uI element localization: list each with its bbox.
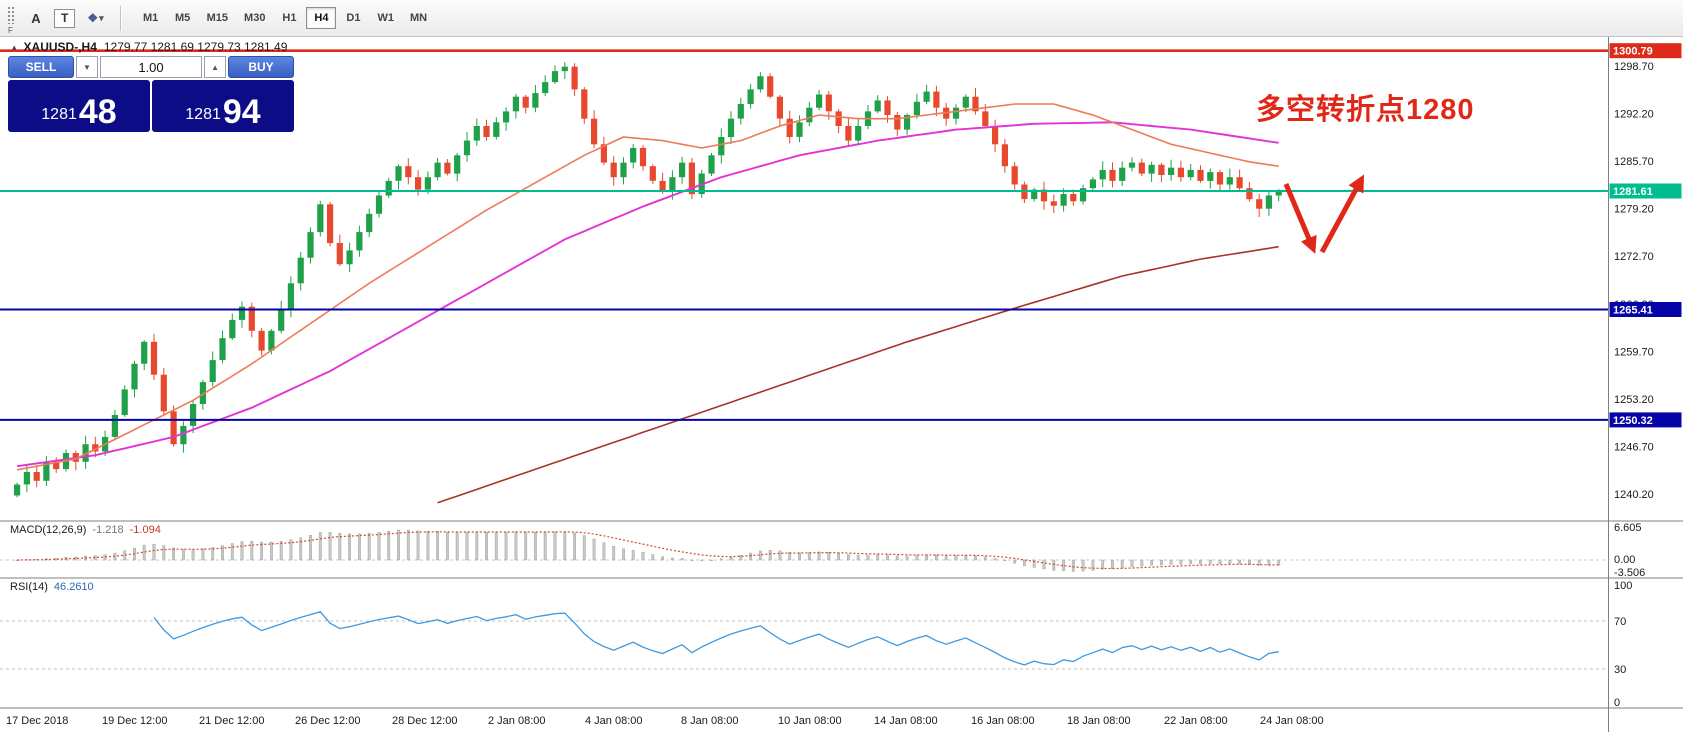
svg-text:1265.41: 1265.41 — [1613, 305, 1653, 317]
svg-text:1285.70: 1285.70 — [1614, 156, 1654, 168]
rsi-name: RSI(14) — [10, 581, 48, 593]
svg-text:24 Jan 08:00: 24 Jan 08:00 — [1260, 715, 1324, 727]
lot-size-input[interactable] — [99, 56, 203, 78]
svg-text:28 Dec 12:00: 28 Dec 12:00 — [392, 715, 457, 727]
svg-text:0: 0 — [1614, 697, 1620, 709]
price-scale: 1298.701292.201285.701279.201272.701266.… — [1614, 61, 1654, 501]
horizontal-price-lines[interactable] — [0, 49, 1608, 421]
trade-panel-quotes: 1281 48 1281 94 — [8, 80, 294, 132]
grip-dots-icon — [6, 6, 16, 24]
svg-text:1253.20: 1253.20 — [1614, 394, 1654, 406]
timeframe-button-m5[interactable]: M5 — [168, 7, 198, 29]
svg-text:30: 30 — [1614, 664, 1626, 676]
svg-text:1272.70: 1272.70 — [1614, 251, 1654, 263]
text-tool-button[interactable]: A — [23, 6, 49, 30]
label-tool-button[interactable]: T — [54, 8, 76, 28]
svg-text:70: 70 — [1614, 616, 1626, 628]
svg-text:26 Dec 12:00: 26 Dec 12:00 — [295, 715, 360, 727]
chevron-down-icon: ▾ — [99, 12, 104, 23]
indicator-level-lines — [0, 559, 1608, 670]
toolbar-drag-handle[interactable]: F — [4, 4, 18, 35]
trend-arrows-annotation[interactable] — [1283, 174, 1365, 254]
svg-text:21 Dec 12:00: 21 Dec 12:00 — [199, 715, 264, 727]
svg-text:1292.20: 1292.20 — [1614, 109, 1654, 121]
timeframe-button-m30[interactable]: M30 — [237, 7, 272, 29]
macd-signal-value: -1.094 — [129, 524, 161, 536]
svg-text:17 Dec 2018: 17 Dec 2018 — [6, 715, 68, 727]
macd-name: MACD(12,26,9) — [10, 524, 87, 536]
svg-text:2 Jan 08:00: 2 Jan 08:00 — [488, 715, 546, 727]
sell-quote-button[interactable]: 1281 48 — [8, 80, 150, 132]
svg-text:10 Jan 08:00: 10 Jan 08:00 — [778, 715, 842, 727]
svg-text:18 Jan 08:00: 18 Jan 08:00 — [1067, 715, 1131, 727]
timeframe-button-m1[interactable]: M1 — [136, 7, 166, 29]
svg-text:1298.70: 1298.70 — [1614, 61, 1654, 73]
chart-title: ▴ XAUUSD-,H4 1279.77 1281.69 1279.73 128… — [12, 40, 287, 54]
one-click-trading-panel: SELL ▼ ▲ BUY 1281 48 1281 94 — [8, 56, 294, 132]
spinner-up-icon: ▲ — [211, 62, 219, 72]
buy-price-pips: 94 — [222, 93, 261, 132]
svg-text:1240.20: 1240.20 — [1614, 489, 1654, 501]
macd-indicator-label: MACD(12,26,9) -1.218 -1.094 — [10, 524, 161, 536]
sell-price-main: 1281 — [41, 106, 77, 123]
moving-average-lines — [16, 103, 1279, 504]
shapes-icon: ❖ — [87, 11, 99, 25]
buy-button[interactable]: BUY — [228, 56, 294, 78]
time-scale: 17 Dec 2018 19 Dec 12:00 21 Dec 12:00 26 De… — [6, 715, 1324, 727]
buy-price-main: 1281 — [185, 106, 221, 123]
svg-text:1250.32: 1250.32 — [1613, 415, 1653, 427]
rsi-line — [153, 611, 1279, 666]
toolbar: F A T ❖ ▾ M1 M5 M15 M30 H1 H4 D1 W1 MN — [0, 0, 1683, 37]
svg-text:1259.70: 1259.70 — [1614, 346, 1654, 358]
svg-text:8 Jan 08:00: 8 Jan 08:00 — [681, 715, 739, 727]
svg-text:100: 100 — [1614, 580, 1632, 592]
chart-text-annotation: 多空转折点1280 — [1256, 94, 1475, 126]
collapse-icon: ▴ — [12, 41, 17, 52]
sell-price-pips: 48 — [78, 93, 117, 132]
svg-text:0.00: 0.00 — [1614, 554, 1635, 566]
svg-text:-3.506: -3.506 — [1614, 567, 1645, 579]
svg-text:1281.61: 1281.61 — [1613, 186, 1653, 198]
dropdown-caret-icon: ▼ — [83, 62, 91, 72]
price-line-flags: 1300.79 1281.61 1265.41 1250.32 — [1609, 43, 1682, 428]
buy-quote-button[interactable]: 1281 94 — [152, 80, 294, 132]
rsi-scale: 100 70 30 0 — [1614, 580, 1632, 709]
svg-text:6.605: 6.605 — [1614, 522, 1642, 534]
chart-canvas[interactable]: 1298.701292.201285.701279.201272.701266.… — [0, 37, 1683, 732]
timeframe-group: M1 M5 M15 M30 H1 H4 D1 W1 MN — [135, 7, 435, 29]
sell-button[interactable]: SELL — [8, 56, 74, 78]
svg-text:1300.79: 1300.79 — [1613, 46, 1653, 58]
ohlc-values: 1279.77 1281.69 1279.73 1281.49 — [103, 40, 288, 54]
symbol-timeframe-label: XAUUSD-,H4 — [23, 40, 97, 54]
trade-panel-controls: SELL ▼ ▲ BUY — [8, 56, 294, 78]
timeframe-button-m15[interactable]: M15 — [200, 7, 235, 29]
timeframe-button-d1[interactable]: D1 — [338, 7, 368, 29]
macd-histogram — [15, 529, 1281, 572]
svg-text:1246.70: 1246.70 — [1614, 441, 1654, 453]
svg-text:4 Jan 08:00: 4 Jan 08:00 — [585, 715, 643, 727]
panel-dividers — [0, 37, 1683, 732]
lot-spinner-up-button[interactable]: ▲ — [204, 56, 226, 78]
drawing-tools-dropdown[interactable]: ❖ ▾ — [80, 6, 110, 30]
svg-text:22 Jan 08:00: 22 Jan 08:00 — [1164, 715, 1228, 727]
toolbar-f-label: F — [8, 26, 13, 35]
timeframe-button-mn[interactable]: MN — [403, 7, 434, 29]
toolbar-separator — [119, 5, 122, 31]
rsi-value: 46.2610 — [53, 581, 94, 593]
timeframe-button-h4[interactable]: H4 — [306, 7, 337, 29]
rsi-indicator-label: RSI(14) 46.2610 — [10, 581, 94, 593]
svg-text:14 Jan 08:00: 14 Jan 08:00 — [874, 715, 938, 727]
svg-text:1279.20: 1279.20 — [1614, 204, 1654, 216]
timeframe-button-w1[interactable]: W1 — [370, 7, 401, 29]
macd-main-value: -1.218 — [92, 524, 124, 536]
svg-text:16 Jan 08:00: 16 Jan 08:00 — [971, 715, 1035, 727]
lot-dropdown-button[interactable]: ▼ — [76, 56, 98, 78]
svg-text:19 Dec 12:00: 19 Dec 12:00 — [102, 715, 167, 727]
timeframe-button-h1[interactable]: H1 — [274, 7, 304, 29]
macd-scale: 6.605 0.00-3.506 — [1614, 522, 1645, 579]
